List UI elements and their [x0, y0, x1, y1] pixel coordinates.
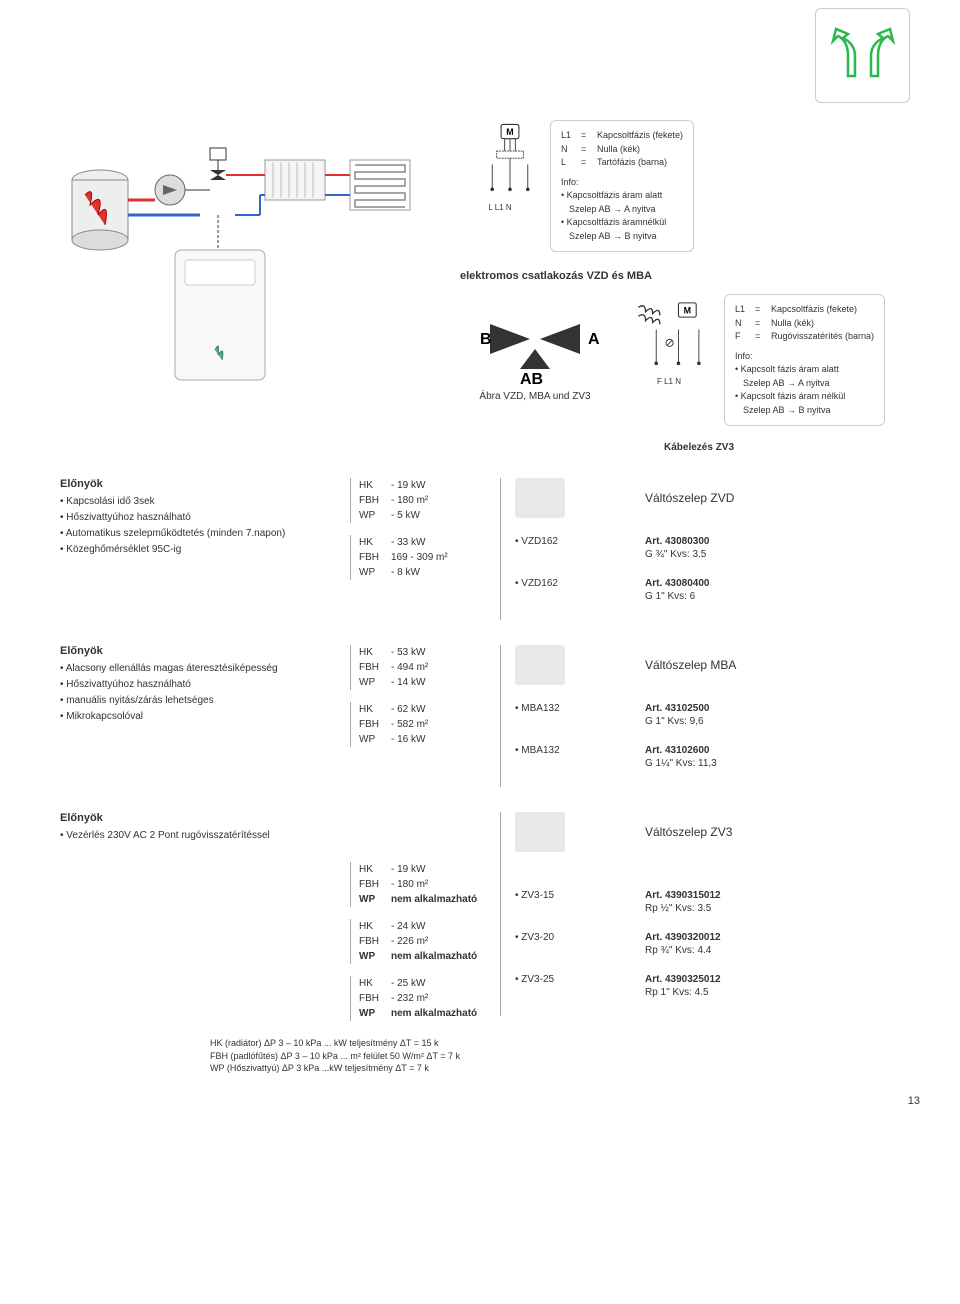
heating-system-diagram: [60, 120, 440, 400]
kabel-label: Kábelezés ZV3: [664, 442, 920, 453]
arrows-icon: [828, 26, 898, 86]
zvd-product-1: • VZD162 Art. 43080300G ¾" Kvs: 3.5: [515, 536, 920, 560]
page-number: 13: [60, 1095, 920, 1107]
mba-section: Előnyök Alacsony ellenállás magas áteres…: [60, 645, 920, 787]
mba-adv-title: Előnyök: [60, 645, 340, 657]
zvd-product-2: • VZD162 Art. 43080400G 1" Kvs: 6: [515, 578, 920, 602]
svg-text:B: B: [480, 331, 492, 348]
zv3-title: Váltószelep ZV3: [645, 825, 732, 839]
mba-title: Váltószelep MBA: [645, 658, 736, 672]
mba-product-1: • MBA132 Art. 43102500G 1" Kvs: 9,6: [515, 703, 920, 727]
zv3-product-2: • ZV3-20 Art. 4390320012Rp ¾" Kvs: 4.4: [515, 932, 920, 956]
zvd-product-image: [515, 478, 565, 518]
svg-text:A: A: [588, 331, 600, 348]
zv3-spec-1: HK- 19 kW FBH- 180 m² WPnem alkalmazható: [350, 862, 490, 907]
elek-title: elektromos csatlakozás VZD és MBA: [460, 270, 920, 282]
page-icon: [815, 8, 910, 103]
mba-product-2: • MBA132 Art. 43102600G 1¼" Kvs: 11,3: [515, 745, 920, 769]
svg-text:M: M: [506, 127, 513, 137]
info-box-2: L1=Kapcsoltfázis (fekete) N=Nulla (kék) …: [724, 294, 885, 426]
zvd-section: Előnyök Kapcsolási idő 3sek Hőszivattyúh…: [60, 478, 920, 620]
schematic-2: M F L1 N: [624, 294, 714, 386]
svg-text:AB: AB: [520, 371, 543, 384]
zv3-product-1: • ZV3-15 Art. 4390315012Rp ½" Kvs: 3.5: [515, 890, 920, 914]
zvd-spec-2: HK- 33 kW FBH169 - 309 m² WP- 8 kW: [350, 535, 490, 580]
zv3-adv-title: Előnyök: [60, 812, 340, 824]
ab-diagram: B A AB Ábra VZD, MBA und ZV3: [460, 294, 610, 402]
info-box-1: L1=Kapcsoltfázis (fekete) N=Nulla (kék) …: [550, 120, 694, 252]
svg-text:M: M: [684, 306, 691, 316]
terminals-1: L L1 N: [460, 203, 540, 212]
mba-spec-1: HK- 53 kW FBH- 494 m² WP- 14 kW: [350, 645, 490, 690]
schematic-1: M L L1 N: [460, 120, 540, 212]
zv3-spec-3: HK- 25 kW FBH- 232 m² WPnem alkalmazható: [350, 976, 490, 1021]
mba-product-image: [515, 645, 565, 685]
mba-adv-list: Alacsony ellenállás magas áteresztésikép…: [60, 661, 340, 725]
zv3-product-image: [515, 812, 565, 852]
zvd-adv-list: Kapcsolási idő 3sek Hőszivattyúhoz haszn…: [60, 494, 340, 558]
terminals-2: F L1 N: [624, 377, 714, 386]
zv3-section: Előnyök Vezérlés 230V AC 2 Pont rugóviss…: [60, 812, 920, 1033]
zvd-adv-title: Előnyök: [60, 478, 340, 490]
footnotes: HK (radiátor) ΔP 3 – 10 kPa ... kW telje…: [210, 1037, 920, 1075]
zv3-spec-2: HK- 24 kW FBH- 226 m² WPnem alkalmazható: [350, 919, 490, 964]
zv3-adv-list: Vezérlés 230V AC 2 Pont rugóvisszatéríté…: [60, 828, 340, 844]
zv3-product-3: • ZV3-25 Art. 4390325012Rp 1" Kvs: 4.5: [515, 974, 920, 998]
zvd-title: Váltószelep ZVD: [645, 491, 734, 505]
zvd-spec-1: HK- 19 kW FBH- 180 m² WP- 5 kW: [350, 478, 490, 523]
mba-spec-2: HK- 62 kW FBH- 582 m² WP- 16 kW: [350, 702, 490, 747]
